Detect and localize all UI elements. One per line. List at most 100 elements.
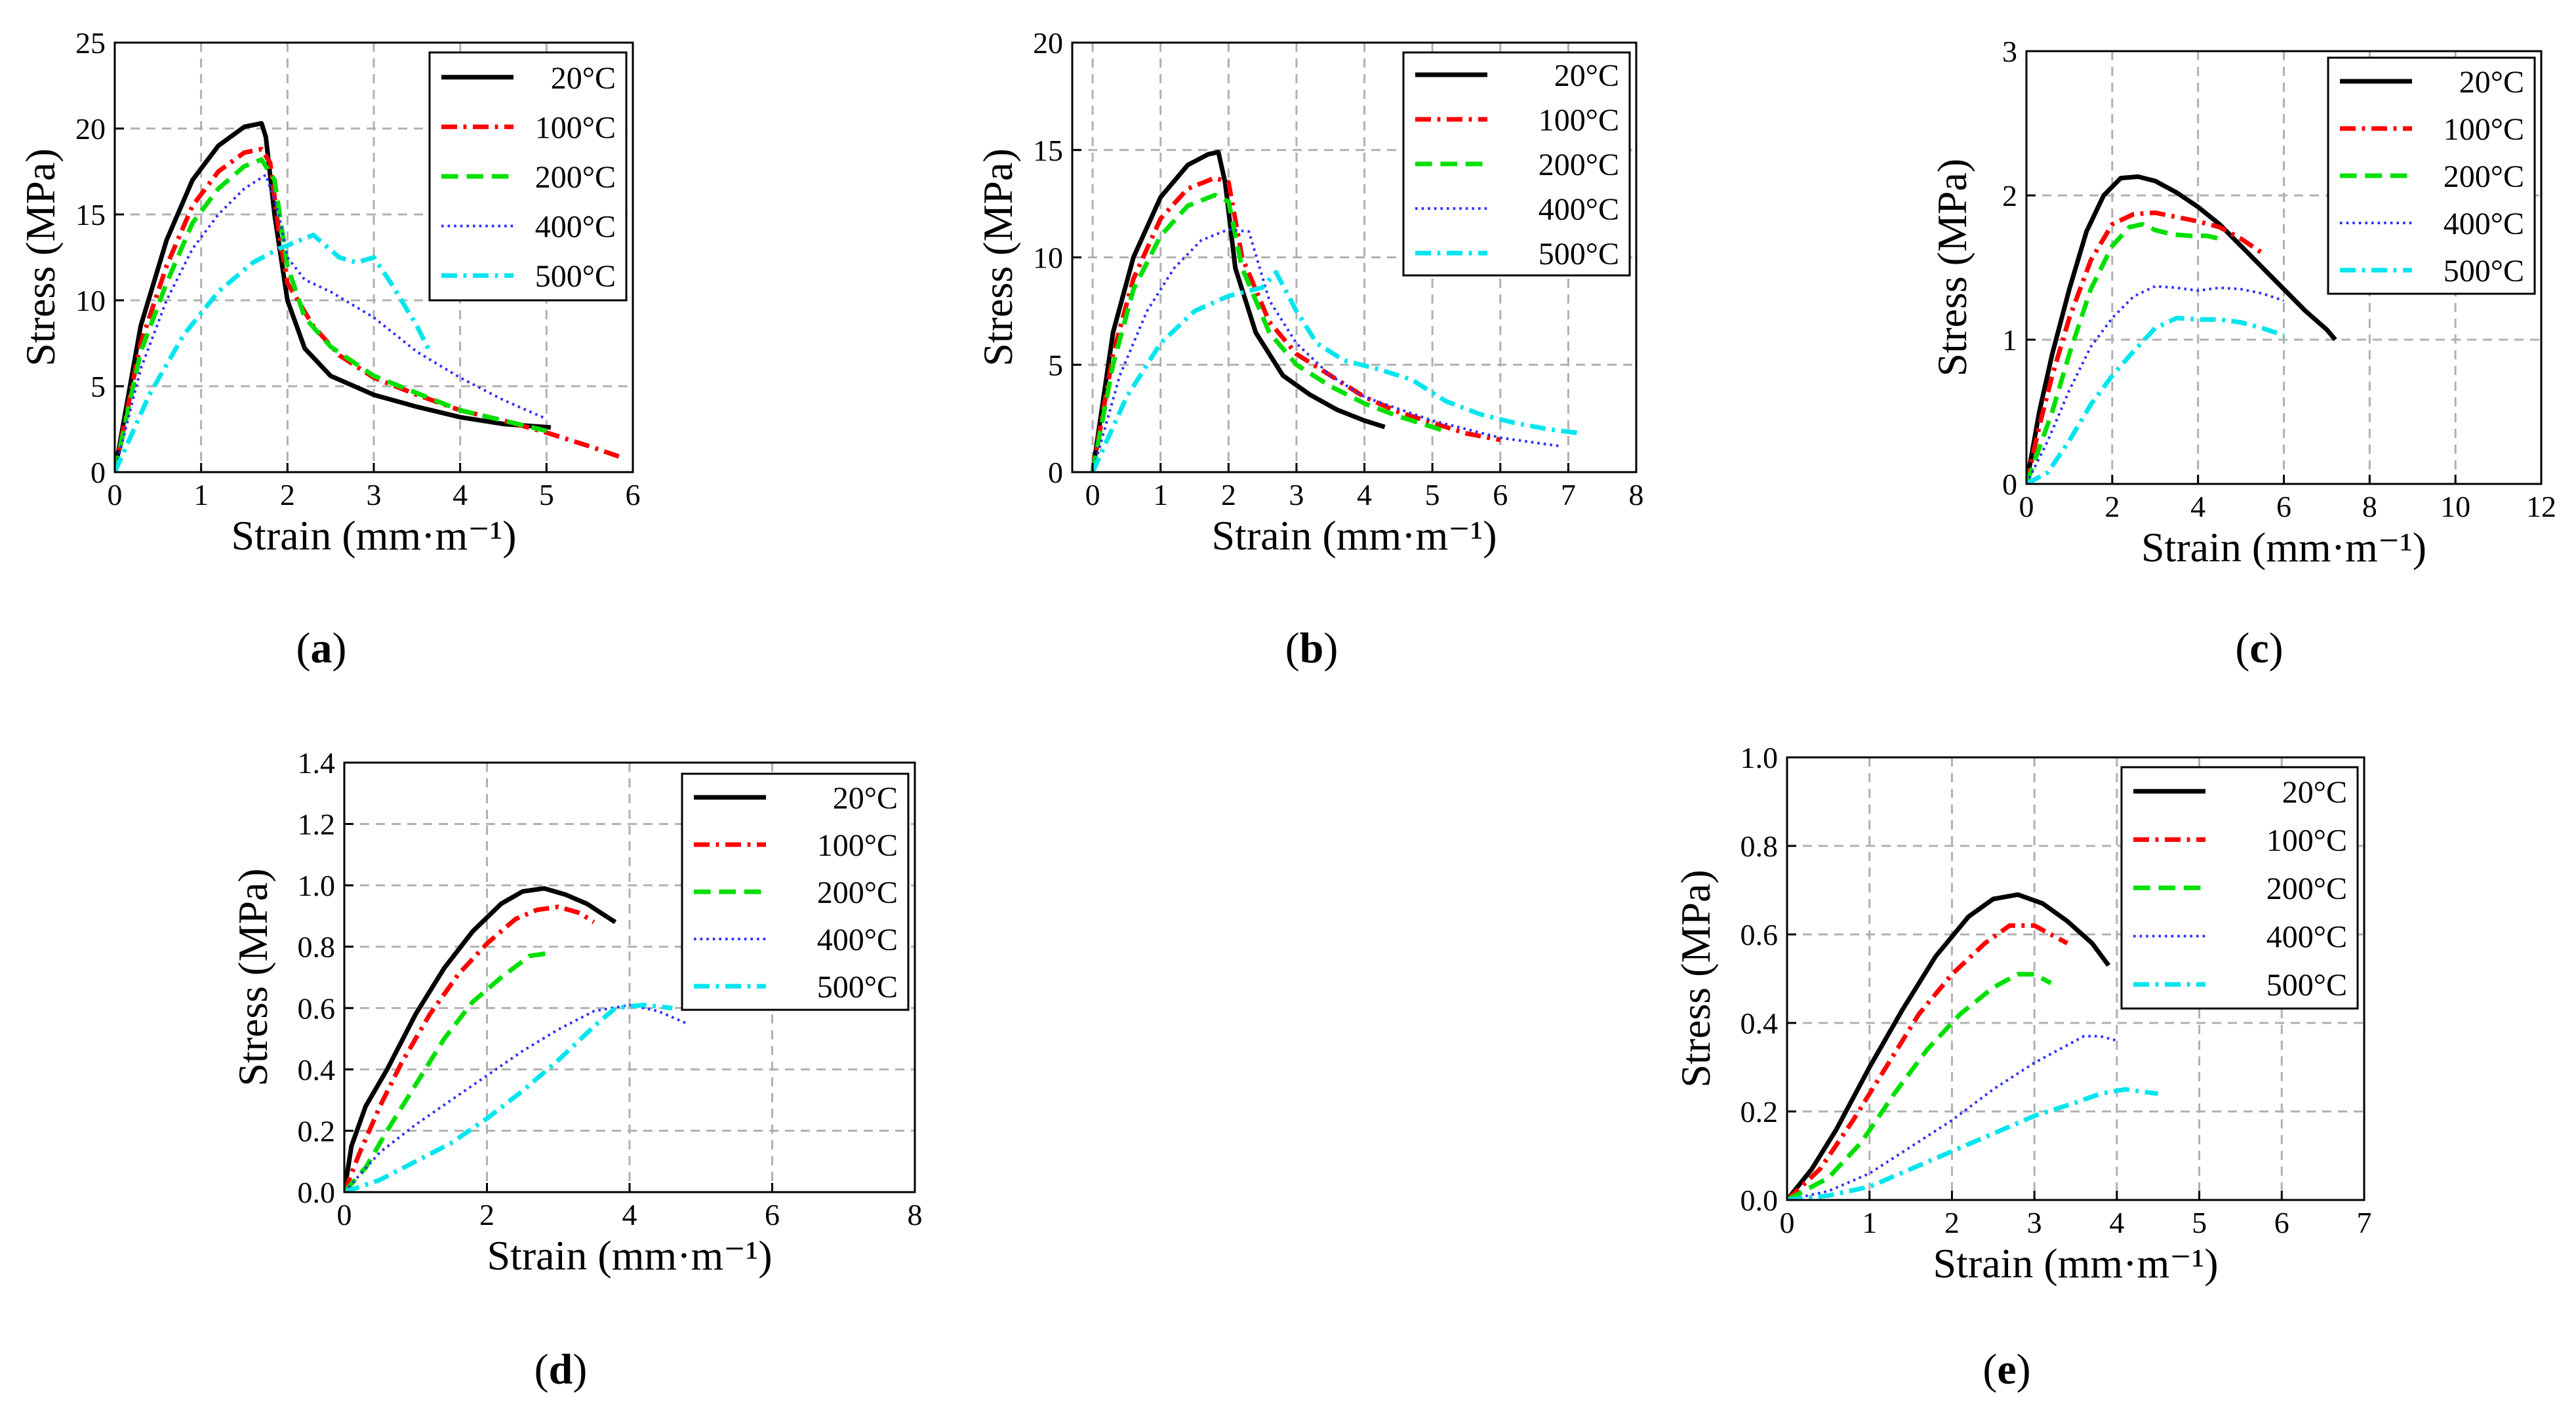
x-tick-label: 7 bbox=[1561, 478, 1576, 511]
panel-label: (e) bbox=[1982, 1346, 2030, 1393]
y-tick-label: 2 bbox=[2002, 179, 2017, 212]
x-tick-label: 2 bbox=[280, 478, 295, 511]
legend-label: 400°C bbox=[2266, 920, 2347, 955]
legend-label: 200°C bbox=[2266, 871, 2347, 906]
legend-label: 100°C bbox=[535, 110, 616, 145]
series-line-20C bbox=[115, 121, 552, 472]
series-group bbox=[344, 886, 687, 1192]
legend-box bbox=[428, 51, 628, 302]
series-line-500C bbox=[115, 232, 432, 472]
x-tick-label: 12 bbox=[2526, 490, 2556, 523]
y-tick-label: 0.8 bbox=[298, 930, 336, 964]
series-group bbox=[115, 121, 625, 472]
x-tick-label: 2 bbox=[1944, 1206, 1960, 1239]
x-tick-label: 0 bbox=[108, 478, 123, 511]
series-line-200C bbox=[2026, 222, 2221, 484]
y-tick-label: 0 bbox=[2002, 468, 2017, 501]
y-tick-label: 25 bbox=[75, 26, 106, 60]
x-tick-label: 5 bbox=[539, 478, 554, 511]
series-line-200C bbox=[344, 950, 552, 1192]
y-axis-label: Stress (MPa) bbox=[1672, 869, 1719, 1087]
x-tick-label: 5 bbox=[1425, 478, 1440, 511]
chart-panel-d: 0 2 4 6 8 0.0 0.2 0.4 0.6 0.8 1.0 1.2 1.4 Strain (mm·… bbox=[230, 746, 923, 1393]
panel-label: (c) bbox=[2235, 624, 2283, 672]
x-tick-label: 6 bbox=[2274, 1206, 2289, 1239]
series-line-500C bbox=[344, 1003, 673, 1192]
y-tick-label: 10 bbox=[1033, 241, 1063, 275]
x-tick-label: 4 bbox=[2109, 1206, 2124, 1239]
series-line-400C bbox=[1091, 228, 1562, 472]
legend-label: 100°C bbox=[2266, 823, 2347, 858]
y-tick-label: 3 bbox=[2002, 35, 2017, 68]
series-group bbox=[1787, 892, 2159, 1200]
y-axis-label: Stress (MPa) bbox=[1929, 159, 1975, 376]
panel-label: (b) bbox=[1285, 624, 1338, 672]
y-axis-label: Stress (MPa) bbox=[230, 868, 276, 1086]
legend-label: 100°C bbox=[2444, 112, 2524, 147]
y-tick-label: 0.0 bbox=[1741, 1184, 1779, 1217]
x-tick-label: 0 bbox=[1780, 1206, 1795, 1239]
y-tick-label: 0.6 bbox=[1741, 918, 1779, 951]
x-tick-label: 3 bbox=[2027, 1206, 2042, 1239]
legend-label: 500°C bbox=[2444, 254, 2524, 289]
legend-label: 500°C bbox=[2266, 968, 2347, 1003]
y-tick-label: 10 bbox=[75, 284, 106, 317]
legend-label: 200°C bbox=[2444, 159, 2524, 194]
legend-label: 200°C bbox=[817, 875, 898, 910]
x-tick-label: 8 bbox=[1629, 478, 1644, 511]
x-tick-label: 4 bbox=[2190, 490, 2205, 523]
series-line-500C bbox=[1787, 1087, 2159, 1200]
legend-label: 100°C bbox=[1539, 103, 1619, 138]
chart-panel-e: 0 1 2 3 4 5 6 7 0.0 0.2 0.4 0.6 0.8 1.0 Strain (mm·m⁻¹… bbox=[1672, 741, 2372, 1393]
series-line-100C bbox=[2026, 210, 2264, 484]
y-tick-label: 15 bbox=[1033, 134, 1063, 167]
legend-label: 20°C bbox=[2459, 65, 2524, 100]
legend-label: 400°C bbox=[535, 210, 616, 245]
panel-label: (d) bbox=[534, 1346, 588, 1393]
x-tick-label: 6 bbox=[626, 478, 641, 511]
series-line-20C bbox=[1787, 892, 2111, 1200]
legend-label: 500°C bbox=[535, 259, 616, 294]
chart-panel-a: 0 1 2 3 4 5 6 0 5 10 15 20 25 Strain (mm·m⁻¹) Stress (… bbox=[17, 26, 641, 672]
series-group bbox=[1090, 150, 1582, 472]
y-tick-label: 1 bbox=[2002, 323, 2017, 357]
legend: 20°C 100°C 200°C 400°C 500°C bbox=[1402, 51, 1631, 277]
x-tick-label: 7 bbox=[2357, 1206, 2372, 1239]
chart-panel-b: 0 1 2 3 4 5 6 7 8 0 5 10 15 20 Strain (mm·m⁻¹) Stress (… bbox=[975, 26, 1644, 672]
legend: 20°C 100°C 200°C 400°C 500°C bbox=[2120, 766, 2359, 1010]
y-tick-label: 0 bbox=[91, 456, 106, 489]
legend-box bbox=[2327, 56, 2536, 295]
series-line-400C bbox=[1787, 1035, 2118, 1200]
y-tick-label: 20 bbox=[1033, 26, 1063, 60]
x-tick-label: 2 bbox=[1221, 478, 1236, 511]
series-line-20C bbox=[2026, 174, 2337, 484]
y-tick-label: 0.8 bbox=[1741, 829, 1779, 863]
legend-label: 100°C bbox=[817, 828, 898, 863]
series-line-100C bbox=[1787, 923, 2069, 1200]
x-tick-label: 6 bbox=[2276, 490, 2291, 523]
x-tick-label: 0 bbox=[2019, 490, 2034, 523]
legend: 20°C 100°C 200°C 400°C 500°C bbox=[681, 772, 910, 1011]
y-tick-label: 1.0 bbox=[298, 869, 336, 902]
legend-label: 20°C bbox=[551, 61, 616, 96]
x-tick-label: 2 bbox=[2104, 490, 2120, 523]
x-axis-label: Strain (mm·m⁻¹) bbox=[1933, 1240, 2218, 1287]
x-tick-label: 3 bbox=[1289, 478, 1304, 511]
legend-label: 500°C bbox=[817, 970, 898, 1005]
y-tick-label: 0.0 bbox=[298, 1176, 336, 1209]
legend-label: 200°C bbox=[1539, 148, 1619, 182]
x-tick-label: 8 bbox=[908, 1198, 923, 1231]
y-tick-label: 1.0 bbox=[1741, 741, 1779, 774]
y-tick-label: 5 bbox=[1048, 348, 1063, 382]
x-tick-label: 1 bbox=[1862, 1206, 1877, 1239]
series-line-200C bbox=[1090, 193, 1447, 472]
legend-label: 20°C bbox=[1554, 58, 1619, 93]
x-axis-label: Strain (mm·m⁻¹) bbox=[2141, 524, 2426, 570]
legend-label: 400°C bbox=[1539, 192, 1619, 227]
x-tick-label: 10 bbox=[2440, 490, 2470, 523]
x-tick-label: 4 bbox=[453, 478, 468, 511]
x-axis-label: Strain (mm·m⁻¹) bbox=[1211, 512, 1497, 559]
x-tick-label: 2 bbox=[479, 1198, 494, 1231]
series-line-500C bbox=[1090, 270, 1582, 472]
